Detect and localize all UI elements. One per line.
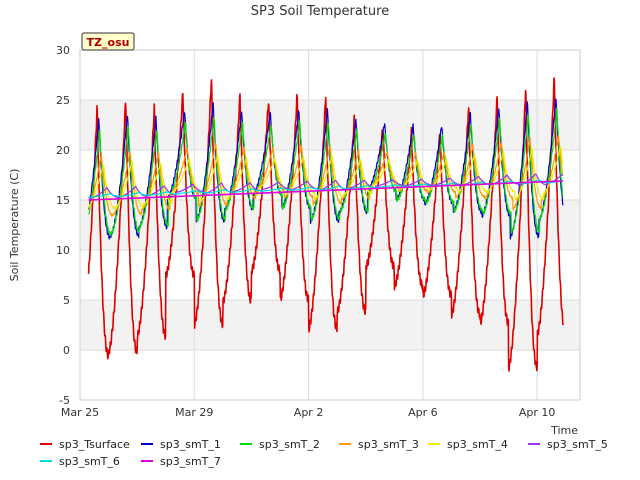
series-lines	[87, 77, 564, 372]
series-line-sp3-smT-2	[88, 107, 564, 237]
series-line-sp3-smT-6	[88, 179, 564, 198]
y-axis-label: Soil Temperature (C)	[8, 169, 21, 282]
legend: sp3_Tsurface sp3_smT_1 sp3_smT_2 sp3_smT_3 s…	[40, 438, 608, 468]
x-axis-ticks: Mar 25 Mar 29 Apr 2 Apr 6 Apr 10	[61, 406, 556, 419]
x-tick-label: Apr 2	[294, 406, 324, 419]
x-tick-label: Apr 10	[519, 406, 556, 419]
series-line-sp3-smT-7	[88, 180, 564, 201]
plot-frame	[79, 49, 581, 401]
timezone-badge: TZ_osu	[81, 32, 135, 51]
legend-label: sp3_smT_2	[259, 438, 320, 451]
legend-label: sp3_Tsurface	[59, 438, 130, 451]
series-line-sp3-smT-5	[88, 173, 564, 199]
timezone-badge-label: TZ_osu	[87, 36, 130, 49]
series-line-sp3-smT-4	[88, 146, 564, 209]
chart-title: SP3 Soil Temperature	[251, 4, 389, 19]
y-tick-label: 30	[56, 44, 70, 57]
x-axis-label: Time	[550, 424, 578, 437]
y-tick-label: 0	[63, 344, 70, 357]
legend-label: sp3_smT_4	[447, 438, 508, 451]
y-tick-label: 10	[56, 244, 70, 257]
legend-label: sp3_smT_1	[160, 438, 221, 451]
x-tick-label: Apr 6	[408, 406, 438, 419]
legend-label: sp3_smT_6	[59, 455, 120, 468]
series-line-sp3-smT-3	[88, 134, 564, 217]
y-tick-label: 5	[63, 294, 70, 307]
y-tick-label: -5	[59, 394, 70, 407]
legend-label: sp3_smT_5	[547, 438, 608, 451]
x-tick-label: Mar 29	[175, 406, 213, 419]
legend-label: sp3_smT_3	[358, 438, 419, 451]
series-line-sp3-Tsurface	[87, 77, 564, 372]
y-tick-label: 25	[56, 94, 70, 107]
y-tick-label: 20	[56, 144, 70, 157]
y-axis-ticks: -5 0 5 10 15 20 25 30	[56, 44, 70, 407]
legend-label: sp3_smT_7	[160, 455, 221, 468]
x-tick-label: Mar 25	[61, 406, 99, 419]
y-tick-label: 15	[56, 194, 70, 207]
timezone-badge-box	[81, 32, 135, 51]
